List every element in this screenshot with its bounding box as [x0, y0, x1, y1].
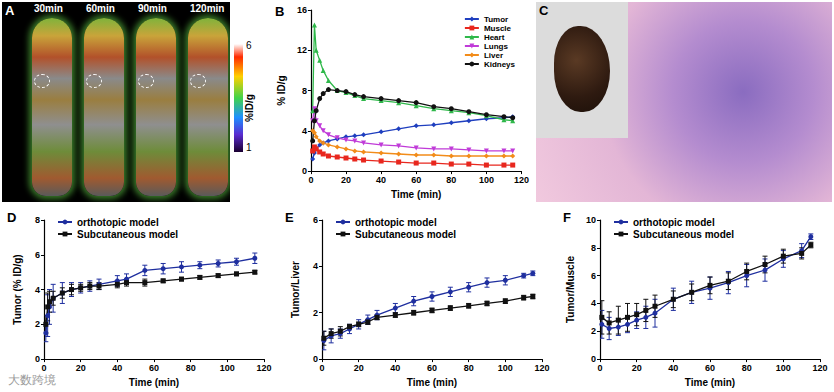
- svg-text:100: 100: [498, 363, 513, 373]
- svg-text:Subcutaneous model: Subcutaneous model: [77, 229, 178, 240]
- svg-text:2: 2: [591, 326, 596, 336]
- svg-text:Subcutaneous model: Subcutaneous model: [355, 229, 456, 240]
- svg-text:Muscle: Muscle: [484, 24, 512, 33]
- html-text:120min: 120min: [190, 3, 225, 14]
- svg-text:2: 2: [35, 319, 40, 329]
- svg-text:orthotopic model: orthotopic model: [77, 217, 159, 228]
- svg-text:orthotopic model: orthotopic model: [355, 217, 437, 228]
- svg-text:B: B: [275, 4, 284, 19]
- svg-text:120: 120: [514, 175, 529, 185]
- svg-text:0: 0: [313, 354, 318, 364]
- html-text:A: A: [5, 3, 15, 18]
- svg-text:Time (min): Time (min): [391, 189, 441, 200]
- svg-text:20: 20: [632, 363, 642, 373]
- html-text:30min: 30min: [34, 3, 63, 14]
- html-text:90min: 90min: [138, 3, 167, 14]
- svg-text:0: 0: [41, 363, 46, 373]
- svg-text:120: 120: [256, 363, 271, 373]
- svg-text:Tumor (% ID/g): Tumor (% ID/g): [12, 254, 23, 324]
- svg-text:6: 6: [591, 271, 596, 281]
- svg-text:100: 100: [479, 175, 494, 185]
- svg-text:100: 100: [776, 363, 791, 373]
- svg-text:Tumor/Muscle: Tumor/Muscle: [565, 256, 576, 323]
- svg-text:10: 10: [586, 215, 596, 225]
- svg-text:% ID/g: % ID/g: [276, 75, 287, 106]
- svg-text:100: 100: [220, 363, 235, 373]
- svg-text:0: 0: [319, 363, 324, 373]
- svg-text:80: 80: [464, 363, 474, 373]
- html-text:60min: 60min: [86, 3, 115, 14]
- svg-text:0: 0: [302, 166, 307, 176]
- svg-text:Time (min): Time (min): [685, 377, 735, 388]
- svg-text:0: 0: [597, 363, 602, 373]
- svg-text:F: F: [563, 210, 571, 225]
- svg-text:0: 0: [591, 354, 596, 364]
- svg-text:2: 2: [313, 308, 318, 318]
- svg-text:12: 12: [297, 45, 307, 55]
- svg-text:Time (min): Time (min): [129, 377, 179, 388]
- svg-text:D: D: [7, 210, 16, 225]
- svg-text:Tumor/Liver: Tumor/Liver: [290, 261, 301, 318]
- svg-text:40: 40: [390, 363, 400, 373]
- svg-text:6: 6: [313, 215, 318, 225]
- svg-text:0: 0: [35, 354, 40, 364]
- svg-text:0: 0: [308, 175, 313, 185]
- svg-text:120: 120: [534, 363, 549, 373]
- svg-text:4: 4: [591, 298, 596, 308]
- svg-text:4: 4: [313, 261, 318, 271]
- svg-text:60: 60: [149, 363, 159, 373]
- html-text:大数跨境: 大数跨境: [8, 373, 56, 387]
- svg-text:Time (min): Time (min): [407, 377, 457, 388]
- svg-text:60: 60: [427, 363, 437, 373]
- svg-text:80: 80: [186, 363, 196, 373]
- svg-text:60: 60: [411, 175, 421, 185]
- svg-text:4: 4: [302, 126, 307, 136]
- svg-text:80: 80: [742, 363, 752, 373]
- svg-text:6: 6: [35, 250, 40, 260]
- svg-text:8: 8: [302, 86, 307, 96]
- svg-text:8: 8: [591, 243, 596, 253]
- svg-text:4: 4: [35, 285, 40, 295]
- svg-text:60: 60: [705, 363, 715, 373]
- svg-text:20: 20: [341, 175, 351, 185]
- svg-text:E: E: [285, 210, 294, 225]
- svg-text:80: 80: [446, 175, 456, 185]
- svg-text:20: 20: [76, 363, 86, 373]
- svg-text:20: 20: [354, 363, 364, 373]
- svg-text:Lungs: Lungs: [484, 42, 509, 51]
- html-text:C: C: [539, 3, 549, 18]
- html-text:6: 6: [246, 40, 252, 51]
- svg-text:16: 16: [297, 5, 307, 15]
- svg-text:8: 8: [35, 215, 40, 225]
- svg-text:Tumor: Tumor: [484, 15, 508, 24]
- svg-text:40: 40: [376, 175, 386, 185]
- html-text:%ID/g: %ID/g: [244, 94, 255, 122]
- html-text:1: 1: [246, 142, 252, 153]
- svg-text:Liver: Liver: [484, 51, 503, 60]
- svg-text:orthotopic model: orthotopic model: [633, 217, 715, 228]
- svg-text:40: 40: [112, 363, 122, 373]
- svg-text:Subcutaneous model: Subcutaneous model: [633, 229, 734, 240]
- svg-text:Heart: Heart: [484, 33, 505, 42]
- svg-text:Kidneys: Kidneys: [484, 60, 516, 69]
- svg-text:120: 120: [812, 363, 827, 373]
- svg-text:40: 40: [668, 363, 678, 373]
